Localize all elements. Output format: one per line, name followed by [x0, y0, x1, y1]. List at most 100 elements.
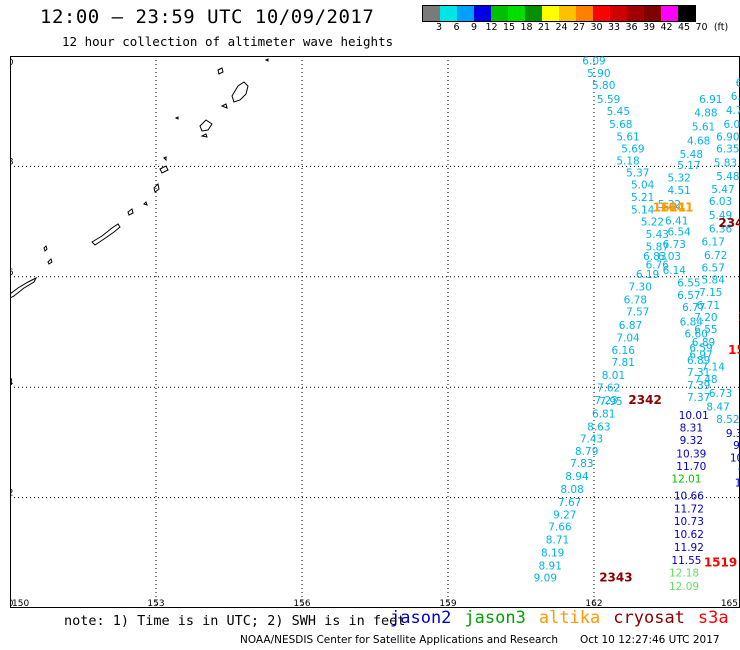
wave-height-label: 6.57 [677, 290, 700, 302]
wave-height-label: 6.91 [699, 94, 722, 106]
wave-height-label: 7.57 [626, 306, 649, 318]
wave-height-label: 12.18 [669, 568, 699, 580]
wave-height-label: 6.03 [709, 196, 732, 208]
wave-height-label: 10.73 [674, 516, 704, 528]
color-scale-tick: 24 [555, 22, 568, 33]
wave-height-label: 6.53 [731, 91, 740, 103]
color-scale-tick: 36 [625, 22, 638, 33]
color-scale-tick: 15 [502, 22, 516, 33]
wave-height-label: 7.04 [616, 332, 640, 344]
lat-tick-label: 48 [10, 157, 14, 167]
color-swatch [525, 6, 542, 21]
wave-height-label: 5.61 [616, 131, 639, 143]
color-swatch [440, 6, 457, 21]
wave-height-label: 8.19 [541, 548, 564, 560]
wave-height-label: 7.15 [699, 287, 722, 299]
color-swatch [491, 6, 508, 21]
coastline-island [43, 245, 48, 252]
wave-height-label: 11.92 [674, 542, 704, 554]
wave-height-label: 5.87 [646, 241, 669, 253]
wave-height-label: 9.78 [738, 465, 740, 477]
satellite-legend: jason2 jason3 altika cryosat s3a [390, 608, 740, 628]
wave-height-label: 8.52 [716, 414, 739, 426]
color-scale-tick: 21 [537, 22, 551, 33]
wave-height-label: 1519 [704, 556, 737, 570]
color-swatch [610, 6, 627, 21]
color-swatch [474, 6, 491, 21]
lon-tick-label: 165 [721, 599, 738, 608]
wave-height-label: 10.40 [735, 478, 740, 490]
lon-tick-label: 159 [439, 599, 456, 608]
wave-height-label: 6.55 [677, 278, 700, 290]
wave-height-label: 10.66 [674, 490, 704, 502]
wave-height-label: 5.47 [711, 184, 734, 196]
lon-tick-label: 162 [585, 599, 602, 608]
wave-height-label: 5.14 [631, 204, 655, 216]
color-swatch [644, 6, 661, 21]
color-scale-tick: 12 [485, 22, 498, 33]
wave-height-label: 6.36 [709, 224, 733, 236]
color-swatch [508, 6, 525, 21]
wave-height-label: 6.73 [663, 239, 686, 251]
wave-height-label: 6.73 [709, 388, 732, 400]
wave-height-label: 8.47 [706, 401, 729, 413]
wave-height-label: 7.39 [687, 380, 710, 392]
wave-height-label: 10.21 [730, 453, 740, 465]
wave-height-label: 6.60 [685, 329, 708, 341]
color-scale-tick: 6 [453, 22, 460, 33]
legend-jason2: jason2 [390, 608, 452, 628]
wave-height-label: 9.33 [726, 428, 740, 440]
wave-height-label: 5.49 [709, 210, 732, 222]
wave-height-label: 7.62 [597, 383, 620, 395]
wave-height-label: 6.83 [643, 251, 666, 263]
footer-note: note: 1) Time is in UTC; 2) SWH is in fe… [64, 613, 406, 629]
color-scale-tick: 70 [695, 22, 708, 33]
legend-jason3: jason3 [464, 608, 526, 628]
wave-height-label: 5.80 [592, 80, 615, 92]
legend-cryosat: cryosat [613, 608, 685, 628]
coastline-island [10, 276, 38, 299]
wave-height-label: 11.55 [671, 555, 701, 567]
wave-height-label: 5.21 [631, 192, 654, 204]
lon-tick-label: 156 [293, 599, 310, 608]
wave-height-label: 5.18 [616, 156, 639, 168]
color-scale-tick: 33 [607, 22, 621, 33]
wave-height-label: 5.37 [626, 167, 649, 179]
wave-height-label: 6.84 [680, 316, 704, 328]
color-scale-tick: 42 [660, 22, 673, 33]
lat-tick-label: 46 [10, 268, 14, 278]
wave-height-label: 6.16 [612, 345, 636, 357]
color-swatch [423, 6, 440, 21]
color-scale-ticks: 3 6 9 12 15 18 21 24 27 30 33 36 39 42 45 70 (ft) [422, 22, 740, 34]
wave-height-label: 9.48 [733, 440, 740, 452]
wave-height-label: 4.88 [694, 108, 717, 120]
wave-height-label: 10.62 [674, 529, 704, 541]
coastline-island [200, 133, 208, 138]
lat-tick-label: 50 [10, 58, 14, 68]
wave-height-label: 12.09 [669, 581, 699, 593]
color-scale-tick: 30 [590, 22, 603, 33]
wave-height-label: 6.14 [663, 265, 687, 277]
wave-height-label: 2343 [599, 571, 632, 585]
wave-height-label: 5.61 [692, 122, 715, 134]
wave-height-label: 6.35 [716, 144, 739, 156]
color-scale-bar [422, 5, 696, 22]
lon-tick-label: 150 [12, 599, 29, 608]
color-swatch [457, 6, 474, 21]
wave-height-label: 12.01 [671, 474, 701, 486]
wave-height-label: 7.30 [629, 282, 652, 294]
wave-height-label: 8.71 [546, 534, 569, 546]
wave-height-label: 6.72 [704, 250, 727, 262]
coastline-island [47, 258, 53, 265]
legend-s3a: s3a [697, 608, 729, 628]
wave-height-label: 6.78 [624, 294, 647, 306]
color-scale-tick: 39 [642, 22, 656, 33]
wave-height-label: 6.87 [619, 320, 642, 332]
wave-height-label: 6.09 [582, 56, 605, 67]
wave-height-label: 2346 [718, 216, 740, 230]
wave-height-label: 5.04 [631, 179, 655, 191]
color-swatch [542, 6, 559, 21]
wave-height-label: 7.43 [580, 433, 603, 445]
wave-height-label: 4.68 [687, 135, 710, 147]
wave-height-label: 6.90 [716, 131, 739, 143]
